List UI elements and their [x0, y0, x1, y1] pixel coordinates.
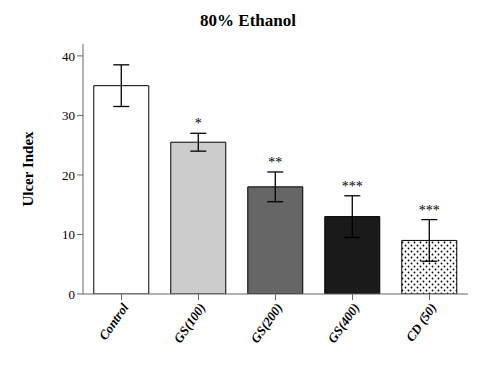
svg-text:40: 40 — [62, 49, 75, 64]
svg-text:GS(100): GS(100) — [171, 300, 209, 345]
html-text:80% Ethanol: 80% Ethanol — [200, 11, 296, 30]
svg-text:20: 20 — [62, 168, 75, 183]
svg-text:CD (50): CD (50) — [403, 300, 440, 344]
svg-text:10: 10 — [62, 227, 75, 242]
svg-text:GS(400): GS(400) — [325, 300, 363, 345]
svg-text:*: * — [195, 116, 202, 131]
svg-text:0: 0 — [69, 287, 76, 302]
svg-text:GS(200): GS(200) — [248, 300, 286, 345]
svg-text:***: *** — [419, 203, 440, 218]
svg-text:30: 30 — [62, 108, 75, 123]
svg-text:Control: Control — [96, 300, 132, 343]
svg-text:***: *** — [342, 179, 363, 194]
svg-text:**: ** — [268, 155, 282, 170]
svg-text:Ulcer Index: Ulcer Index — [20, 131, 36, 207]
